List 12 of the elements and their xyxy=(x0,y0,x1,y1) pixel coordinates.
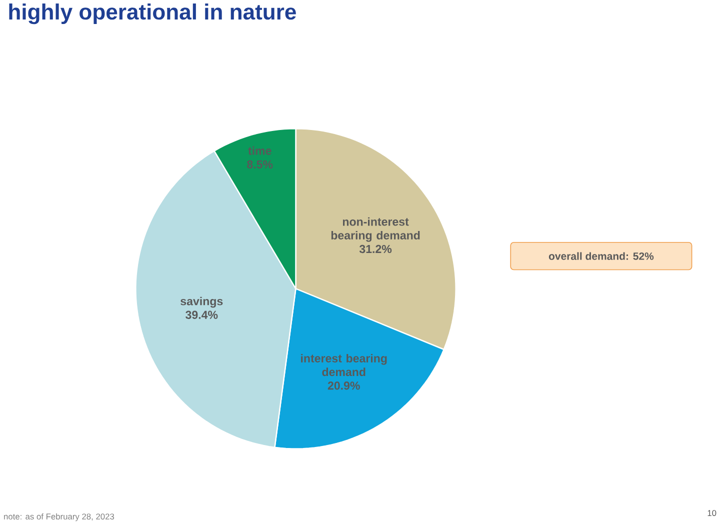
data-label: 8.5% xyxy=(247,160,273,169)
text: overall demand: 52% xyxy=(548,252,654,260)
data-label: 20.9% xyxy=(328,382,360,390)
data-label: 31.2% xyxy=(359,245,392,254)
text: note: as of February 28, 2023 xyxy=(4,514,114,522)
slice-label: interest bearing demand xyxy=(301,354,387,376)
slice-label: non-interest bearing demand xyxy=(331,217,420,242)
text: 10 xyxy=(708,510,716,516)
slice-label: time xyxy=(248,146,272,156)
slice-label: savings xyxy=(180,296,223,308)
data-label: 39.4% xyxy=(186,310,218,320)
chart-title: highly operational in nature xyxy=(9,4,296,24)
